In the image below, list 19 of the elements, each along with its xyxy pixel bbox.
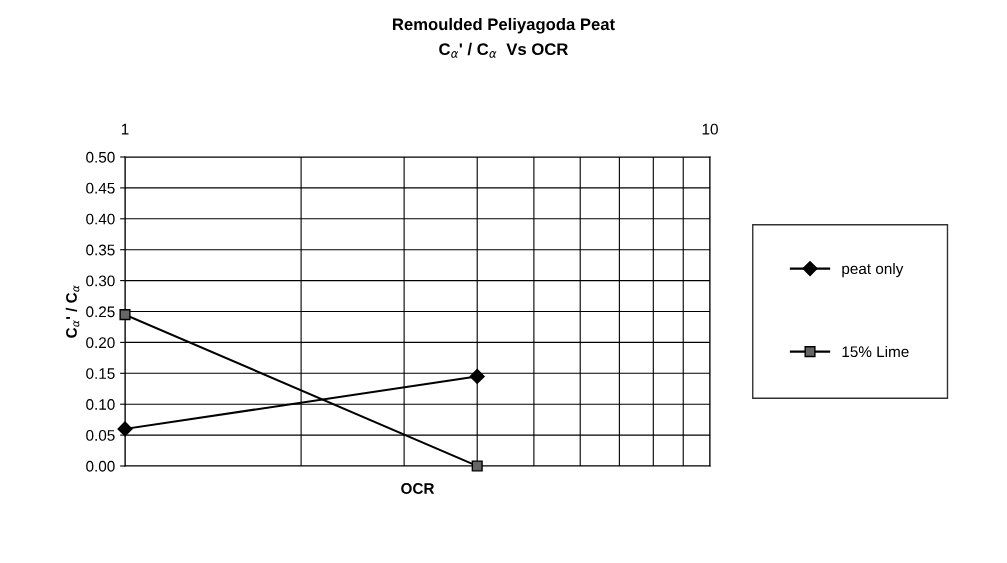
y-tick-label: 0.40 bbox=[86, 213, 115, 225]
y-tick-label: 0.30 bbox=[86, 275, 115, 287]
legend-label: 15% Lime bbox=[842, 345, 909, 358]
chart-subtitle: C$_{α}$' / C$_{α}$ Vs OCR bbox=[439, 42, 569, 58]
y-tick-label: 0.20 bbox=[86, 337, 115, 349]
y-tick-label: 0.05 bbox=[86, 429, 115, 441]
x-axis-title: OCR bbox=[401, 483, 435, 494]
y-tick-label: 0.10 bbox=[86, 399, 115, 410]
y-tick-label: 0.00 bbox=[86, 460, 115, 472]
y-tick-label: 0.35 bbox=[86, 244, 115, 256]
y-tick-label: 0.15 bbox=[86, 368, 115, 379]
y-tick-label: 0.50 bbox=[86, 151, 115, 163]
x-tick-label: 1 bbox=[121, 123, 129, 135]
y-tick-label: 0.45 bbox=[86, 182, 115, 194]
x-tick-label: 10 bbox=[702, 123, 718, 135]
y-axis-title: C$_{α}$' / C$_{α}$ bbox=[65, 285, 80, 338]
legend-label: peat only bbox=[842, 262, 904, 278]
y-tick-label: 0.25 bbox=[86, 306, 115, 318]
chart-title: Remoulded Peliyagoda Peat bbox=[393, 17, 615, 34]
